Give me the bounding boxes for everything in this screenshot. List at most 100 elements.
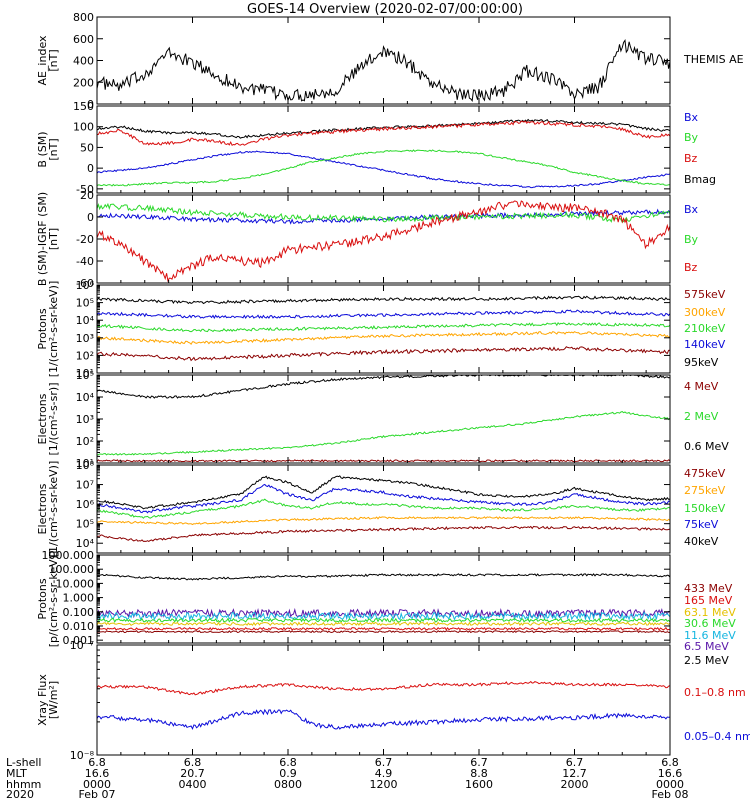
- panel-frame: [96, 194, 671, 284]
- legend-protons2-4: 30.6 MeV: [684, 617, 736, 630]
- legend-electrons2-2: 275keV: [684, 484, 726, 497]
- y-tick-label: 10⁴: [76, 537, 95, 550]
- x-row-value: 0000: [83, 778, 111, 791]
- panel-frame: [96, 284, 671, 374]
- series-bigrf-2: [97, 202, 670, 224]
- series-protons2-6: [97, 626, 670, 631]
- y-tick-label: -40: [76, 255, 94, 268]
- series-bigrf-1: [97, 208, 670, 225]
- x-row-value: 1200: [370, 778, 398, 791]
- y-tick-label: 10⁸: [76, 459, 95, 472]
- y-axis-title: Protons: [36, 578, 49, 619]
- y-tick-label: 0: [87, 98, 94, 111]
- y-tick-label: -20: [76, 233, 94, 246]
- y-axis-title: [nT]: [47, 138, 60, 160]
- legend-electrons2-4: 75keV: [684, 518, 719, 531]
- series-electrons2-1: [97, 475, 670, 510]
- series-protons1-2: [97, 309, 670, 320]
- x-row-value: 0000: [656, 778, 684, 791]
- legend-electrons2-5: 40keV: [684, 535, 719, 548]
- series-protons2-3: [97, 610, 670, 622]
- legend-protons2-7: 2.5 MeV: [684, 654, 729, 667]
- y-tick-label: 10⁶: [76, 498, 95, 511]
- x-row-value: 1600: [465, 778, 493, 791]
- legend-xray-1: 0.1–0.8 nm: [684, 686, 746, 699]
- series-protons2-1: [97, 573, 670, 581]
- legend-bigrf-1: Bx: [684, 203, 699, 216]
- legend-bigrf-3: Bz: [684, 261, 698, 274]
- y-tick-label: 50: [80, 141, 94, 154]
- legend-protons2-6: 6.5 MeV: [684, 640, 729, 653]
- legend-xray-2: 0.05–0.4 nm: [684, 730, 750, 743]
- series-protons1-1: [97, 295, 670, 305]
- y-tick-label: 10⁵: [76, 369, 94, 382]
- y-tick-label: 0: [87, 211, 94, 224]
- y-tick-label: 10⁷: [76, 479, 94, 492]
- y-tick-label: -60: [76, 277, 94, 290]
- y-axis-title: Electrons: [36, 483, 49, 534]
- y-tick-label: 100: [73, 121, 94, 134]
- series-bigrf-3: [97, 200, 670, 283]
- legend-protons1-1: 575keV: [684, 288, 726, 301]
- y-tick-label: 10¹: [76, 367, 94, 380]
- y-tick-label: 0.010: [63, 620, 95, 633]
- legend-protons2-5: 11.6 MeV: [684, 629, 736, 642]
- panel-bigrf: -60 -40 -20 0 20 B (SM)-IGRF (SM)[nT] Bx By Bz: [36, 189, 699, 290]
- x-row-value: 8.8: [470, 767, 488, 780]
- panel-frame: [96, 374, 671, 464]
- y-tick-label: 10²: [76, 349, 94, 362]
- panel-bsm: -50 0 50 100 150 B (SM)[nT] Bx By Bz Bmag: [36, 100, 716, 196]
- panel-frame: [96, 16, 671, 105]
- x-row-value: 6.8: [184, 756, 202, 769]
- panel-xray: 10⁻⁸ 10⁻⁷ Xray Flux[W/m²] 0.1–0.8 nm 0.05–0.…: [36, 639, 750, 762]
- y-axis-title: Protons: [36, 308, 49, 349]
- y-axis-title: [nT]: [47, 49, 60, 71]
- series-protons2-4: [97, 617, 670, 623]
- series-electrons2-2: [97, 483, 670, 514]
- x-row-value: 12.7: [562, 767, 587, 780]
- legend-protons2-2: 165 MeV: [684, 594, 733, 607]
- legend-protons1-5: 95keV: [684, 356, 719, 369]
- series-bsm-1: [97, 118, 670, 139]
- y-tick-label: 100.000: [49, 563, 95, 576]
- y-tick-label: 10¹: [76, 457, 94, 470]
- panel-protons1: 10¹ 10² 10³ 10⁴ 10⁵ 10⁶ Protons[1/(cm²-s-sr-ke…: [36, 279, 726, 380]
- x-row-value: 16.6: [85, 767, 110, 780]
- panel-frame: [96, 644, 671, 756]
- legend-protons2-1: 433 MeV: [684, 582, 733, 595]
- y-axis-title: [1/(cm²-s-sr)]: [47, 383, 60, 456]
- x-row-value: 6.8: [88, 756, 106, 769]
- y-axis-title: Xray Flux: [36, 674, 49, 726]
- series-protons1-5: [97, 346, 670, 362]
- y-axis-title: [nT]: [47, 228, 60, 250]
- y-tick-label: 10⁻⁷: [70, 639, 94, 652]
- x-row-value: 6.8: [279, 756, 297, 769]
- x-row-label: hhmm: [6, 778, 41, 791]
- legend-bsm-4: Bmag: [684, 173, 716, 186]
- figure-title: GOES-14 Overview (2020-02-07/00:00:00): [247, 2, 523, 17]
- y-axis-title: Electrons: [36, 393, 49, 444]
- panel-electrons1: 10¹ 10² 10³ 10⁴ 10⁵ Electrons[1/(cm²-s-sr)] 4 …: [36, 369, 729, 470]
- y-axis-title: B (SM): [36, 131, 49, 167]
- series-protons2-7: [97, 630, 670, 634]
- y-tick-label: 150: [73, 100, 94, 113]
- y-tick-label: 400: [73, 55, 94, 68]
- y-tick-label: 10⁶: [76, 279, 95, 292]
- y-tick-label: 10⁴: [76, 391, 95, 404]
- y-tick-label: 10⁵: [76, 518, 94, 531]
- x-row-label: L-shell: [6, 756, 42, 769]
- legend-bsm-1: Bx: [684, 111, 699, 124]
- y-tick-label: 0.100: [63, 606, 95, 619]
- y-axis-title: [W/m²]: [47, 681, 60, 719]
- y-tick-label: 0.001: [63, 634, 95, 647]
- series-xray-1: [97, 680, 670, 696]
- legend-protons1-2: 300keV: [684, 306, 726, 319]
- y-axis-title: B (SM)-IGRF (SM): [36, 192, 49, 286]
- legend-electrons1-2: 2 MeV: [684, 410, 719, 423]
- x-row-value: 6.8: [661, 756, 679, 769]
- y-tick-label: 10³: [76, 413, 94, 426]
- legend-bsm-2: By: [684, 131, 699, 144]
